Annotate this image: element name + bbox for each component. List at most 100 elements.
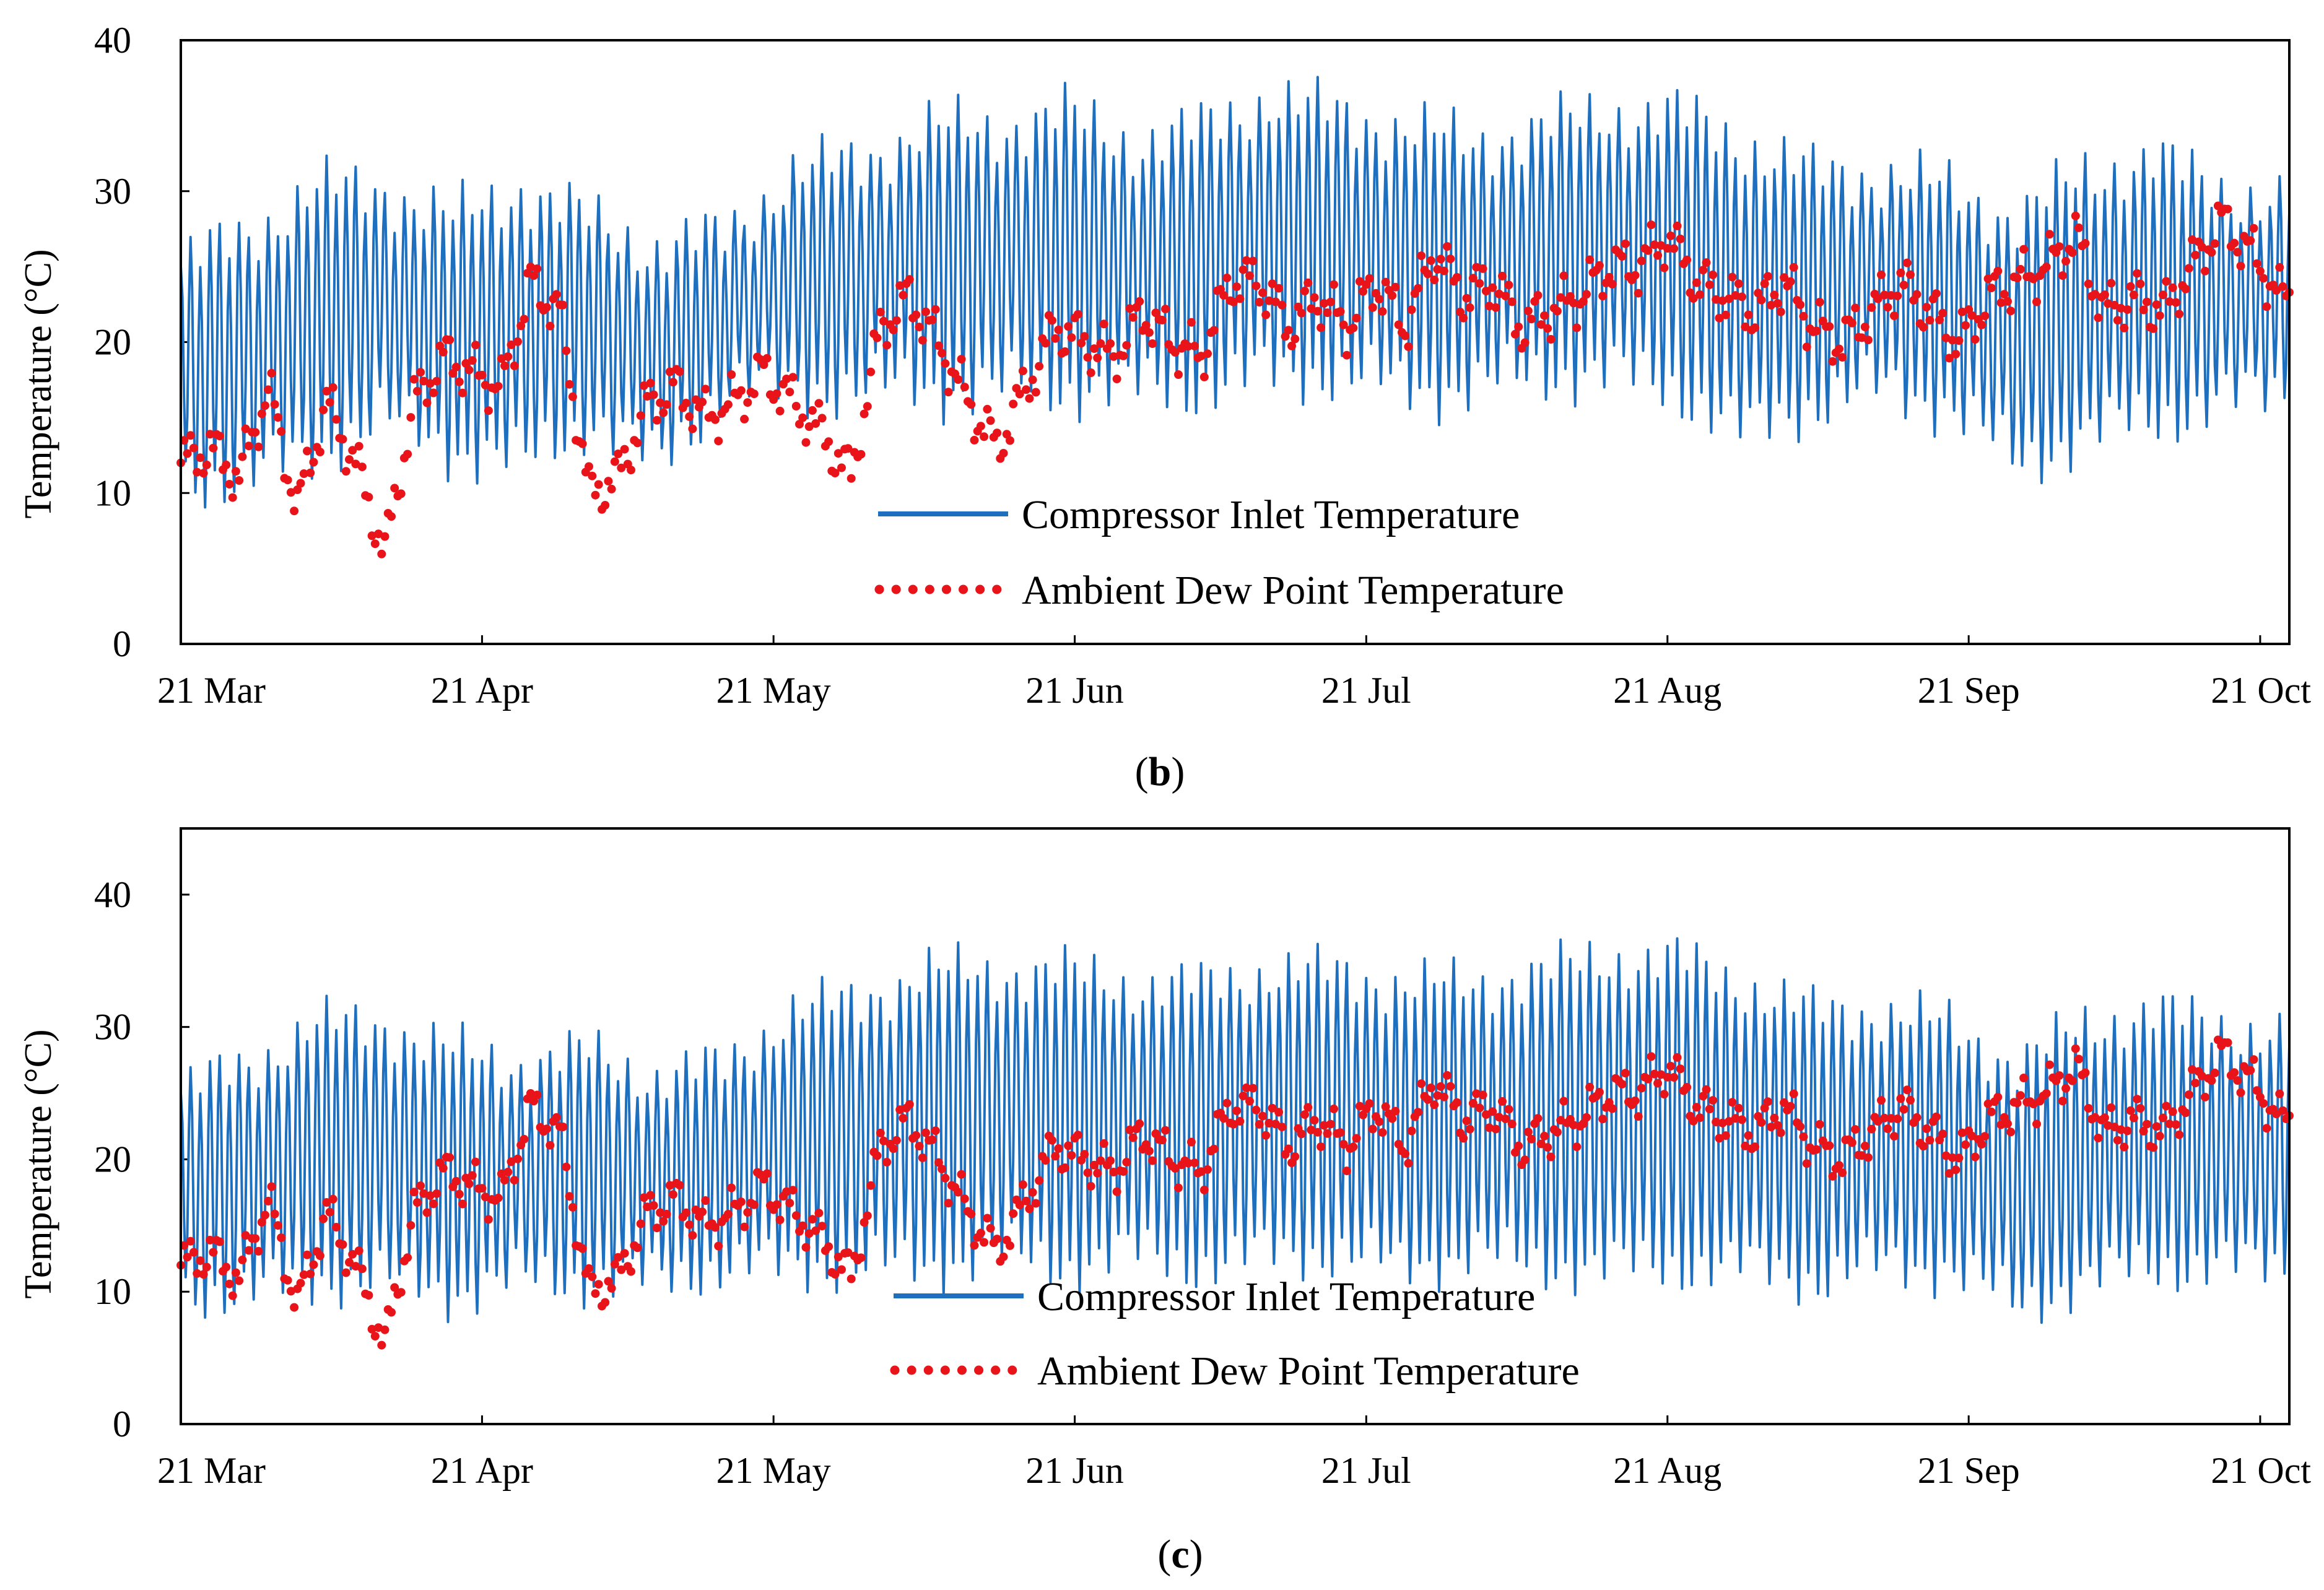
dew-point-point [520,315,529,324]
dew-point-point [846,474,856,483]
dew-point-point [409,375,419,384]
dew-point-point [759,360,768,369]
dew-point-point [785,1199,794,1208]
dew-point-point [267,368,276,378]
dew-point-point [464,365,474,375]
dew-point-point [306,468,315,477]
dew-point-point [1028,1188,1037,1197]
dew-point-point [422,398,432,407]
dew-point-point [665,367,674,376]
dew-point-point [2201,266,2209,276]
dew-point-point [1284,1144,1293,1153]
dew-point-point [1468,274,1478,283]
dew-point-point [976,422,985,431]
dew-point-point [585,1264,593,1273]
dew-point-point [1135,297,1144,306]
dew-point-point [1770,290,1779,300]
dew-point-point [261,1210,269,1220]
dew-point-point [2181,284,2190,293]
dew-point-point [1621,1069,1630,1078]
dew-point-point [1330,1105,1338,1113]
dew-point-point [1877,270,1886,279]
dew-point-point [1394,320,1403,329]
x-tick-label: 21 Mar [157,1450,266,1491]
dew-point-point [1977,1140,1987,1149]
dew-point-point [1290,1152,1300,1161]
dew-point-point [546,1140,555,1150]
dew-point-point [2149,324,2158,333]
dew-point-point [1838,1168,1847,1178]
dew-point-point [1647,1052,1656,1061]
dew-point-point [633,1243,642,1253]
dew-point-point [1741,322,1750,331]
dew-point-point [830,469,840,477]
dew-point-point [1407,1126,1416,1136]
dew-point-point [1731,1114,1740,1123]
dew-point-point [1569,1121,1578,1130]
dew-point-point [2081,1068,2090,1077]
dew-point-point [1731,291,1740,300]
dew-point-point [1682,1083,1692,1092]
dew-point-point [1339,320,1348,329]
dew-point-point [2210,239,2219,248]
dew-point-point [1931,289,1941,298]
dew-point-point [500,361,509,370]
dew-point-point [1022,385,1031,394]
dew-point-point [416,1181,425,1191]
dew-point-point [1970,335,1980,344]
dew-point-point [1993,1092,2003,1101]
dew-point-point [1199,1185,1209,1194]
dew-point-point [2013,1098,2022,1108]
dew-point-point [1452,1098,1461,1107]
dew-point-point [1274,284,1284,293]
dew-point-point [1676,234,1685,243]
dew-point-point [698,398,707,407]
dew-point-point [594,1280,603,1289]
dew-point-point [856,1253,866,1262]
dew-point-point [1734,1103,1743,1113]
dew-point-point [1825,1141,1834,1150]
x-tick-label: 21 May [716,670,831,711]
dew-point-point [807,1215,817,1224]
dew-point-point [1048,316,1056,325]
dew-point-point [1352,313,1361,323]
dew-point-point [1148,1156,1157,1165]
dew-point-point [1186,1137,1196,1147]
dew-point-point [2081,239,2090,248]
dew-point-point [846,1274,856,1284]
dew-point-point [1426,1084,1435,1092]
dew-point-point [215,1237,224,1246]
dew-point-point [1864,1153,1873,1162]
dew-point-point [1284,326,1293,335]
dew-point-point [879,316,888,326]
dew-point-point [1316,323,1326,332]
dew-point-point [2013,273,2022,282]
dew-point-point [277,1233,286,1243]
dew-point-point [1310,293,1319,302]
dew-point-point [727,1183,736,1192]
dew-point-point [993,1235,1002,1244]
dew-point-point [691,395,700,404]
dew-point-point [299,1270,308,1279]
dew-point-point [267,1182,276,1191]
dew-point-point [1462,293,1471,303]
dew-point-point [876,1128,885,1137]
dew-point-point [2272,1110,2281,1119]
dew-point-point [2055,242,2064,251]
dew-point-point [1650,1069,1659,1079]
dew-point-point [568,392,577,401]
dew-point-point [1546,1152,1556,1162]
dew-point-point [1637,1084,1646,1093]
dew-point-point [364,492,373,502]
dew-point-point [2191,1079,2200,1088]
dew-point-point [736,386,746,395]
dew-point-point [1378,307,1387,316]
dew-point-point [1203,349,1212,358]
dew-point-point [1096,339,1105,348]
dew-point-point [2107,279,2116,288]
dew-point-point [1439,266,1448,276]
dew-point-point [1051,334,1060,343]
dew-point-point [396,489,406,498]
dew-point-point [882,341,892,350]
dew-point-point [1310,1116,1319,1125]
